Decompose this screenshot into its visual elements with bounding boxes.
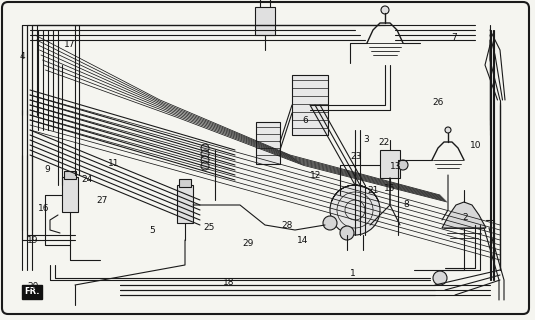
Bar	[380, 150, 400, 178]
Circle shape	[445, 127, 451, 133]
Bar	[177, 185, 193, 223]
Text: 29: 29	[242, 239, 254, 248]
Text: 27: 27	[96, 196, 108, 204]
Circle shape	[323, 216, 337, 230]
Bar	[256, 122, 280, 164]
Text: 3: 3	[364, 135, 369, 144]
Text: 16: 16	[38, 204, 50, 212]
Circle shape	[201, 144, 209, 152]
Bar	[64, 171, 76, 179]
Text: 23: 23	[350, 152, 362, 161]
Text: 10: 10	[470, 141, 482, 150]
Text: 12: 12	[310, 171, 322, 180]
Text: 21: 21	[368, 186, 379, 195]
Text: 9: 9	[44, 165, 50, 174]
Text: 15: 15	[384, 184, 395, 193]
Text: 17: 17	[64, 40, 75, 49]
Text: 18: 18	[223, 278, 234, 287]
Bar	[62, 177, 78, 212]
Text: 20: 20	[27, 282, 39, 291]
Text: FR.: FR.	[24, 287, 40, 297]
Text: 1: 1	[350, 269, 356, 278]
Text: 7: 7	[451, 33, 456, 42]
Circle shape	[201, 162, 209, 170]
Polygon shape	[442, 202, 486, 228]
Text: 28: 28	[281, 221, 293, 230]
Circle shape	[201, 150, 209, 158]
Text: 24: 24	[81, 175, 93, 184]
Text: 25: 25	[203, 223, 215, 232]
Text: 4: 4	[20, 52, 25, 60]
Circle shape	[201, 156, 209, 164]
Text: 22: 22	[378, 138, 390, 147]
Text: 5: 5	[150, 226, 155, 235]
Bar	[255, 7, 275, 35]
Text: 14: 14	[296, 236, 308, 244]
Circle shape	[433, 271, 447, 285]
Text: 13: 13	[390, 162, 402, 171]
Text: 8: 8	[404, 200, 409, 209]
Text: 19: 19	[27, 236, 39, 244]
Text: 6: 6	[302, 116, 308, 124]
Bar	[179, 179, 191, 187]
Text: 26: 26	[432, 98, 444, 107]
Circle shape	[381, 6, 389, 14]
Bar	[292, 75, 328, 135]
Text: 11: 11	[108, 159, 119, 168]
Circle shape	[330, 185, 380, 235]
Text: 2: 2	[463, 213, 468, 222]
Circle shape	[398, 160, 408, 170]
Circle shape	[340, 226, 354, 240]
